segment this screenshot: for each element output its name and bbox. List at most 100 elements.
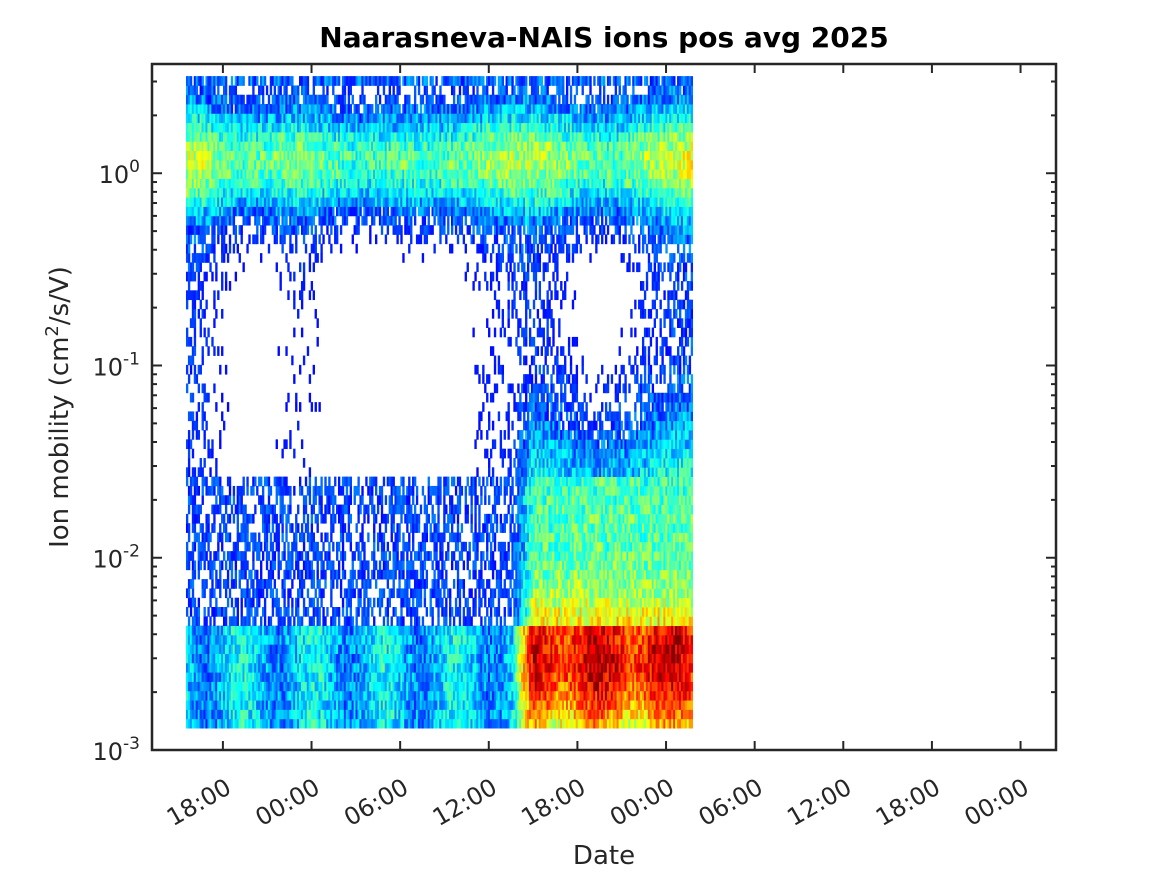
heatmap-cell [232,197,236,207]
heatmap-cell [213,644,216,654]
heatmap-cell [437,523,440,533]
heatmap-cell [400,616,403,627]
heatmap-cell [334,634,337,645]
heatmap-cell [215,206,218,217]
heatmap-cell [223,625,226,636]
heatmap-cell [410,141,413,152]
heatmap-cell [371,709,374,720]
heatmap-cell [263,625,267,636]
heatmap-cell [228,513,232,524]
heatmap-cell [275,523,278,533]
heatmap-cell [345,215,349,226]
heatmap-cell [330,104,333,114]
heatmap-cell [380,672,384,682]
heatmap-cell [273,672,277,682]
heatmap-cell [390,206,393,217]
heatmap-cell [267,569,271,580]
heatmap-cell [417,681,421,692]
heatmap-cell [197,271,201,282]
heatmap-cell [267,579,271,589]
heatmap-cell [226,672,230,682]
heatmap-cell [320,476,323,487]
heatmap-cell [199,178,202,189]
heatmap-cell [226,150,230,161]
heatmap-cell [314,485,317,496]
heatmap-cell [219,430,222,440]
heatmap-cell [261,104,265,114]
heatmap-cell [203,132,206,142]
heatmap-cell [421,206,425,217]
heatmap-cell [254,178,257,189]
heatmap-cell [365,132,368,142]
heatmap-cell [351,141,354,152]
heatmap-cell [324,551,327,561]
heatmap-cell [417,634,421,645]
heatmap-cell [223,85,226,96]
heatmap-cell [240,644,243,654]
heatmap-cell [295,243,298,254]
heatmap-cell [285,346,288,356]
heatmap-cell [256,94,259,105]
heatmap-cell [201,718,204,729]
heatmap-cell [230,551,234,561]
heatmap-cell [275,76,278,86]
heatmap-cell [224,215,228,226]
heatmap-cell [415,234,419,245]
heatmap-cell [273,700,277,710]
heatmap-cell [277,178,280,189]
heatmap-cell [297,634,300,645]
heatmap-cell [201,169,204,179]
heatmap-cell [382,197,386,207]
heatmap-cell [339,243,343,254]
heatmap-cell [378,495,382,505]
heatmap-cell [236,616,239,627]
heatmap-cell [213,234,216,245]
heatmap-cell [197,513,201,524]
heatmap-cell [359,94,362,105]
heatmap-cell [443,495,446,505]
heatmap-cell [345,76,349,86]
heatmap-cell [341,700,345,710]
heatmap-cell [302,690,306,701]
heatmap-cell [304,132,308,142]
heatmap-cell [351,718,354,729]
heatmap-cell [261,504,265,515]
heatmap-cell [252,187,255,198]
heatmap-cell [265,141,269,152]
heatmap-cell [415,513,419,524]
heatmap-cell [297,551,300,561]
heatmap-cell [223,122,226,133]
heatmap-cell [228,476,232,487]
heatmap-cell [394,150,397,161]
heatmap-cell [258,150,261,161]
heatmap-cell [185,234,189,245]
heatmap-cell [341,709,345,720]
heatmap-cell [287,634,290,645]
heatmap-cell [191,141,195,152]
heatmap-cell [238,76,241,86]
heatmap-cell [299,206,302,217]
heatmap-cell [408,495,411,505]
heatmap-cell [382,85,386,96]
heatmap-cell [224,644,228,654]
heatmap-cell [191,644,195,654]
heatmap-cell [187,104,191,114]
heatmap-cell [332,718,335,729]
heatmap-cell [213,206,216,217]
heatmap-cell [197,187,201,198]
heatmap-cell [337,150,341,161]
heatmap-cell [359,197,362,207]
heatmap-cell [242,588,245,599]
heatmap-cell [382,672,386,682]
heatmap-cell [423,662,427,673]
heatmap-cell [256,206,259,217]
heatmap-cell [189,104,193,114]
heatmap-cell [312,104,315,114]
heatmap-cell [299,159,302,170]
heatmap-cell [324,141,327,152]
heatmap-cell [221,709,224,720]
heatmap-cell [193,485,197,496]
heatmap-cell [261,206,265,217]
heatmap-cell [265,169,269,179]
heatmap-cell [384,634,388,645]
